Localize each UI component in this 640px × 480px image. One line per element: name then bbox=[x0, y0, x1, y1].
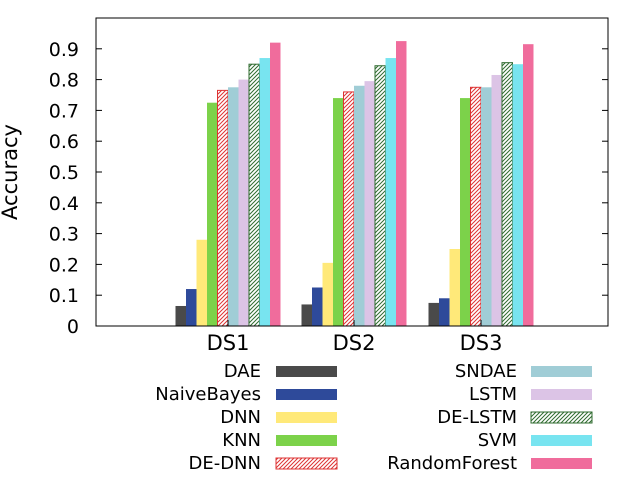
bar-dae-ds3 bbox=[428, 302, 439, 326]
x-category-label: DS1 bbox=[207, 331, 250, 355]
bar-sndae-ds3 bbox=[481, 87, 492, 326]
bar-dnn-ds1 bbox=[196, 239, 207, 326]
legend-swatch bbox=[530, 411, 593, 424]
legend-swatch bbox=[531, 366, 592, 377]
legend-swatch bbox=[275, 457, 338, 470]
y-axis: 0 0.1 0.2 0.3 0.4 0.5 0.6 0.7 0.8 0.9 bbox=[49, 39, 608, 338]
y-tick-label: 0.7 bbox=[49, 100, 79, 122]
bar-naivebayes-ds1 bbox=[186, 289, 197, 326]
legend-item-dnn: DNN bbox=[220, 407, 337, 428]
legend-label: NaiveBayes bbox=[155, 384, 261, 405]
y-tick-label: 0.8 bbox=[49, 70, 79, 92]
bars-group bbox=[175, 41, 534, 327]
y-tick-label: 0.5 bbox=[49, 162, 79, 184]
legend-swatch bbox=[276, 412, 337, 423]
bar-dae-ds2 bbox=[301, 304, 312, 326]
y-tick-label: 0.1 bbox=[49, 285, 79, 307]
bar-lstm-ds1 bbox=[238, 79, 249, 326]
x-axis: DS1 DS2 DS3 bbox=[207, 320, 503, 355]
y-tick-label: 0.2 bbox=[49, 254, 79, 276]
bar-de-dnn-ds1 bbox=[217, 89, 229, 327]
legend-item-knn: KNN bbox=[222, 430, 337, 451]
bar-svm-ds3 bbox=[512, 64, 523, 326]
legend-label: DAE bbox=[224, 361, 261, 382]
legend-label: LSTM bbox=[469, 384, 517, 405]
legend-item-svm: SVM bbox=[478, 430, 592, 451]
legend-label: DE-DNN bbox=[188, 453, 261, 474]
y-tick-label: 0 bbox=[67, 316, 79, 338]
y-axis-label: Accuracy bbox=[0, 124, 22, 220]
y-tick-label: 0.6 bbox=[49, 131, 79, 153]
legend-swatch bbox=[531, 435, 592, 446]
legend-item-dae: DAE bbox=[224, 361, 337, 382]
bar-de-lstm-ds1 bbox=[248, 63, 260, 327]
legend-item-naivebayes: NaiveBayes bbox=[155, 384, 337, 405]
bar-svm-ds2 bbox=[385, 58, 396, 326]
x-category-label: DS3 bbox=[460, 331, 503, 355]
bar-svm-ds1 bbox=[259, 58, 270, 326]
bar-randomforest-ds1 bbox=[270, 42, 281, 326]
bar-naivebayes-ds2 bbox=[312, 287, 323, 326]
legend-item-de-dnn: DE-DNN bbox=[188, 453, 338, 474]
legend-swatch bbox=[276, 366, 337, 377]
legend-label: KNN bbox=[222, 430, 261, 451]
legend-swatch bbox=[276, 389, 337, 400]
bar-de-lstm-ds2 bbox=[374, 65, 386, 327]
bar-knn-ds2 bbox=[333, 98, 344, 326]
legend-swatch bbox=[531, 389, 592, 400]
legend-label: RandomForest bbox=[387, 453, 517, 474]
legend-label: SVM bbox=[478, 430, 517, 451]
y-tick-label: 0.4 bbox=[49, 193, 79, 215]
bar-de-dnn-ds3 bbox=[470, 86, 482, 327]
bar-knn-ds3 bbox=[460, 98, 471, 326]
bar-knn-ds1 bbox=[207, 102, 218, 326]
bar-lstm-ds2 bbox=[364, 81, 375, 326]
bar-randomforest-ds3 bbox=[523, 44, 534, 327]
legend-label: DE-LSTM bbox=[437, 407, 517, 428]
bar-de-lstm-ds3 bbox=[501, 62, 513, 327]
y-tick-label: 0.9 bbox=[49, 39, 79, 61]
legend-label: DNN bbox=[220, 407, 261, 428]
bar-randomforest-ds2 bbox=[396, 41, 407, 326]
bar-de-dnn-ds2 bbox=[343, 91, 355, 327]
bar-naivebayes-ds3 bbox=[439, 298, 450, 326]
legend-item-de-lstm: DE-LSTM bbox=[437, 407, 593, 428]
legend-item-lstm: LSTM bbox=[469, 384, 592, 405]
bar-sndae-ds1 bbox=[228, 87, 239, 326]
legend-label: SNDAE bbox=[455, 361, 517, 382]
bar-sndae-ds2 bbox=[354, 85, 365, 326]
bar-dnn-ds3 bbox=[449, 249, 460, 326]
legend-swatch bbox=[276, 435, 337, 446]
bar-lstm-ds3 bbox=[491, 74, 502, 326]
legend-item-sndae: SNDAE bbox=[455, 361, 592, 382]
legend-swatch bbox=[531, 458, 592, 469]
y-tick-label: 0.3 bbox=[49, 224, 79, 246]
bar-dnn-ds2 bbox=[322, 262, 333, 326]
bar-dae-ds1 bbox=[175, 305, 186, 326]
x-category-label: DS2 bbox=[333, 331, 376, 355]
legend-item-randomforest: RandomForest bbox=[387, 453, 592, 474]
